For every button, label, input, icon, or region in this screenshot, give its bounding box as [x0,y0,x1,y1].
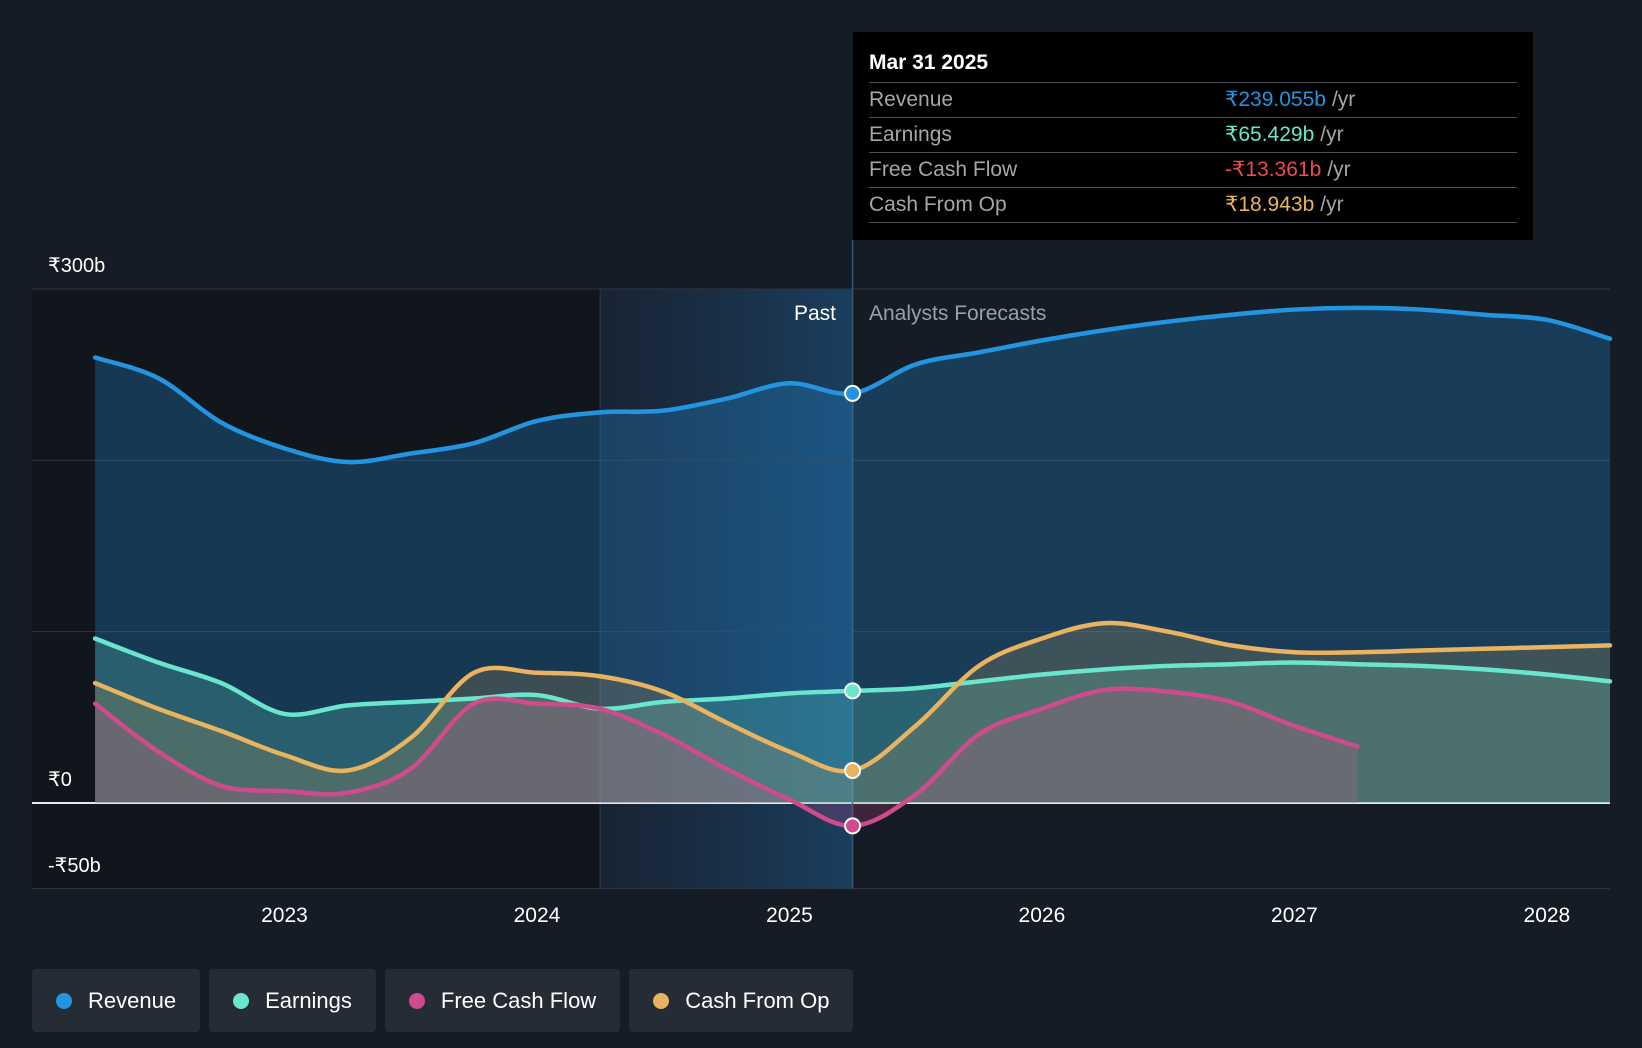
legend-item-cash-from-op[interactable]: Cash From Op [629,969,854,1032]
tooltip-row-free-cash-flow: Free Cash Flow -₹13.361b /yr [869,152,1517,187]
legend-label: Cash From Op [685,987,830,1013]
y-tick-label-top: ₹300b [48,255,105,277]
chart: ₹300b ₹0 -₹50b Past Analysts Forecasts 2… [32,240,1613,927]
past-region [32,289,601,889]
tooltip-unit: /yr [1320,193,1344,216]
tooltip-unit: /yr [1327,158,1351,181]
legend: Revenue Earnings Free Cash Flow Cash Fro… [32,969,854,1032]
area-revenue [95,307,1611,803]
legend-item-earnings[interactable]: Earnings [209,969,376,1032]
x-tick-label: 2023 [261,904,308,927]
legend-label: Revenue [88,987,177,1013]
legend-dot-icon [653,992,670,1009]
legend-item-revenue[interactable]: Revenue [32,969,201,1032]
x-tick-label: 2027 [1271,904,1318,927]
legend-label: Free Cash Flow [440,987,597,1013]
line-earnings [92,636,1613,717]
y-tick-label-bottom: -₹50b [48,855,101,877]
legend-dot-icon [56,992,72,1009]
tooltip-row-cash-from-op: Cash From Op ₹18.943b /yr [869,187,1517,223]
legend-dot-icon [408,992,425,1009]
tooltip-date: Mar 31 2025 [869,51,989,74]
tooltip-label: Free Cash Flow [869,158,1018,181]
past-label: Past [794,302,836,325]
highlight-band [600,289,853,889]
tooltip-row-earnings: Earnings ₹65.429b /yr [869,117,1517,152]
x-tick-label: 2028 [1524,904,1571,927]
tooltip-label: Cash From Op [869,193,1007,216]
tooltip-unit: /yr [1320,123,1344,146]
tooltip-label: Revenue [869,88,954,111]
tooltip-label: Earnings [869,123,952,146]
tooltip-value: ₹239.055b [1225,88,1326,111]
legend-dot-icon [233,992,250,1009]
tooltip-unit: /yr [1331,88,1356,111]
x-tick-label: 2024 [514,904,561,927]
legend-item-free-cash-flow[interactable]: Free Cash Flow [384,969,621,1032]
x-tick-label: 2025 [766,904,813,927]
tooltip-value: ₹65.429b [1225,123,1315,146]
line-free-cash-flow [92,686,1360,829]
forecast-label: Analysts Forecasts [869,302,1046,325]
area-earnings [95,638,1611,803]
tooltip-value: -₹13.361b [1225,158,1322,181]
marker-cash-from-op [844,762,862,780]
line-cash-from-op [92,620,1613,774]
line-revenue [92,305,1613,465]
marker-revenue [844,384,862,402]
tooltip-row-revenue: Revenue ₹239.055b /yr [869,82,1517,117]
area-free-cash-flow [95,688,1358,826]
data-tooltip: Mar 31 2025 Revenue ₹239.055b /yr Earnin… [853,32,1533,240]
x-tick-label: 2026 [1019,904,1066,927]
marker-earnings [844,682,862,700]
tooltip-value: ₹18.943b [1225,193,1315,216]
legend-label: Earnings [265,987,352,1013]
y-tick-label-zero: ₹0 [48,769,72,791]
area-cash-from-op [95,622,1611,803]
marker-free-cash-flow [844,817,862,835]
